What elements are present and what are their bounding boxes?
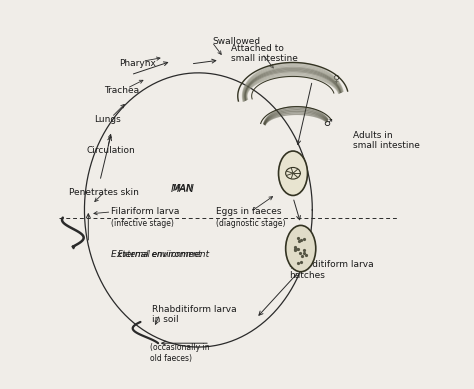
Ellipse shape	[286, 225, 316, 272]
Ellipse shape	[279, 151, 308, 195]
Text: MAN: MAN	[173, 184, 193, 193]
Text: ♀: ♀	[332, 74, 339, 84]
Text: Pharynx: Pharynx	[119, 59, 156, 68]
Text: Circulation: Circulation	[86, 145, 135, 154]
Text: Lungs: Lungs	[94, 115, 121, 124]
Text: (occasionally in
old faeces): (occasionally in old faeces)	[150, 343, 210, 363]
Text: Trachea: Trachea	[104, 86, 139, 95]
Text: Swallowed: Swallowed	[212, 37, 260, 46]
Text: Penetrates skin: Penetrates skin	[69, 188, 139, 197]
Text: Rhabditiform larva
hatches: Rhabditiform larva hatches	[289, 260, 374, 280]
Text: Adults in
small intestine: Adults in small intestine	[353, 131, 420, 150]
Text: External environment: External environment	[118, 250, 201, 259]
Text: MAN: MAN	[171, 184, 195, 194]
Text: (diagnostic stage): (diagnostic stage)	[216, 219, 285, 228]
Text: (infective stage): (infective stage)	[111, 219, 174, 228]
Text: ♂: ♂	[323, 118, 332, 128]
Text: External environment: External environment	[111, 250, 209, 259]
Text: Filariform larva: Filariform larva	[111, 207, 180, 216]
Text: Attached to
small intestine: Attached to small intestine	[231, 44, 298, 63]
Text: Eggs in faeces: Eggs in faeces	[216, 207, 281, 216]
Text: Rhabditiform larva
in soil: Rhabditiform larva in soil	[152, 305, 237, 324]
